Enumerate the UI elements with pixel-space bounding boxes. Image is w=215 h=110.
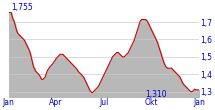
Text: 1,755: 1,755 [11,3,33,12]
Text: 1,310: 1,310 [145,90,167,99]
